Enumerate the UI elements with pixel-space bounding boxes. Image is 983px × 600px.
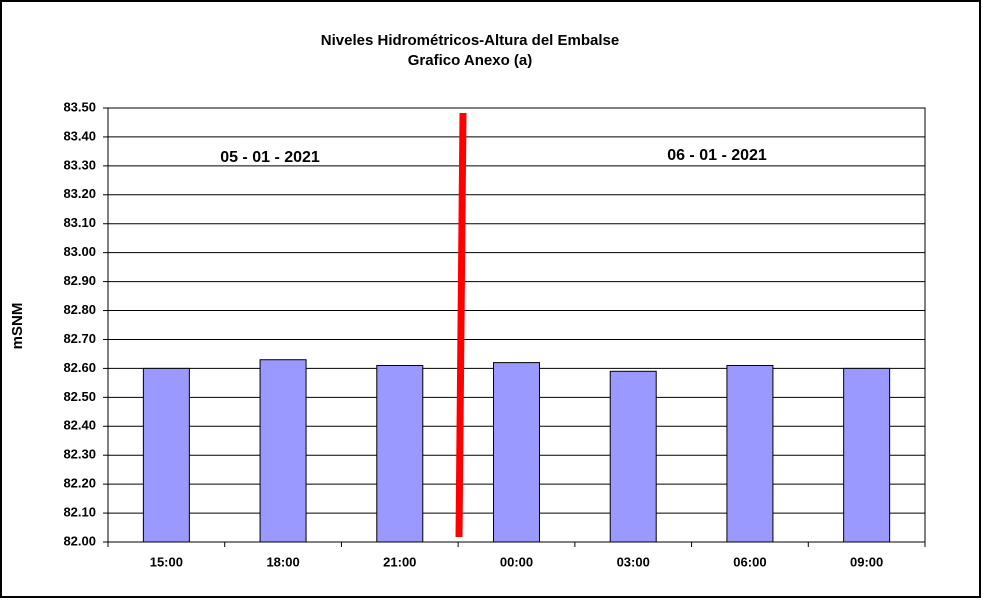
y-tick-label: 83.20 bbox=[63, 186, 96, 201]
bar bbox=[376, 365, 424, 543]
x-tick-label: 00:00 bbox=[500, 554, 533, 569]
x-tick-label: 21:00 bbox=[383, 554, 416, 569]
x-tick-label: 09:00 bbox=[850, 554, 883, 569]
chart-title: Niveles Hidrométricos-Altura del Embalse bbox=[321, 32, 619, 49]
y-tick-label: 83.00 bbox=[63, 244, 96, 259]
y-tick-label: 82.40 bbox=[63, 418, 96, 433]
y-tick-label: 82.90 bbox=[63, 273, 96, 288]
date-annotation: 06 - 01 - 2021 bbox=[667, 147, 767, 164]
separator-line bbox=[455, 112, 467, 538]
y-tick-label: 82.80 bbox=[63, 302, 96, 317]
bar bbox=[843, 367, 891, 543]
x-tick-label: 15:00 bbox=[150, 554, 183, 569]
y-tick-label: 82.30 bbox=[63, 447, 96, 462]
bar bbox=[493, 362, 540, 543]
bar bbox=[259, 359, 307, 543]
bar bbox=[142, 367, 190, 543]
y-tick-label: 82.10 bbox=[63, 505, 96, 520]
y-tick-label: 83.10 bbox=[63, 215, 96, 230]
x-tick-label: 06:00 bbox=[733, 554, 766, 569]
y-tick-label: 82.70 bbox=[63, 331, 96, 346]
x-tick-label: 18:00 bbox=[266, 554, 299, 569]
y-axis-label: mSNM bbox=[9, 303, 26, 350]
bar bbox=[609, 370, 657, 543]
y-tick-label: 83.50 bbox=[63, 99, 96, 114]
bar bbox=[726, 365, 774, 543]
y-tick-label: 82.00 bbox=[63, 533, 96, 548]
y-tick-label: 83.30 bbox=[63, 157, 96, 172]
y-tick-label: 83.40 bbox=[63, 128, 96, 143]
date-annotation: 05 - 01 - 2021 bbox=[220, 149, 320, 166]
y-tick-label: 82.50 bbox=[63, 389, 96, 404]
y-tick-label: 82.60 bbox=[63, 360, 96, 375]
y-tick-label: 82.20 bbox=[63, 476, 96, 491]
chart-subtitle: Grafico Anexo (a) bbox=[408, 52, 532, 69]
x-tick-label: 03:00 bbox=[617, 554, 650, 569]
